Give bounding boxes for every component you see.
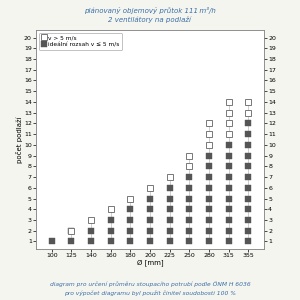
Legend: v > 5 m/s, ideální rozsah v ≤ 5 m/s: v > 5 m/s, ideální rozsah v ≤ 5 m/s: [39, 33, 122, 50]
Y-axis label: počet podlaží: počet podlaží: [16, 116, 22, 163]
Text: diagram pro určení průměru stoupacího potrubí podle ÖNM H 6036: diagram pro určení průměru stoupacího po…: [50, 281, 250, 287]
Text: pro výpočet diagramu byl použit činitel soudobosti 100 %: pro výpočet diagramu byl použit činitel …: [64, 290, 236, 295]
Text: plánovaný objemový průtok 111 m³/h: plánovaný objemový průtok 111 m³/h: [84, 8, 216, 14]
Text: 2 ventilátory na podlaží: 2 ventilátory na podlaží: [109, 16, 191, 23]
X-axis label: Ø [mm]: Ø [mm]: [137, 260, 163, 266]
